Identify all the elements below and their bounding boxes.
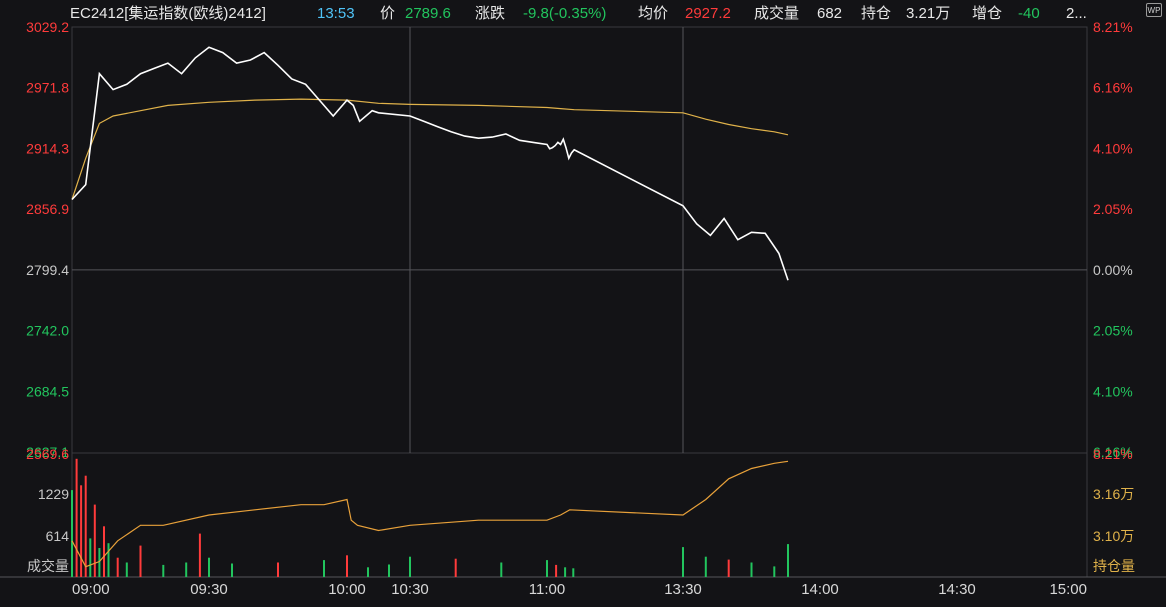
header-overflow: 2... [1066, 5, 1087, 22]
pct-tick-label: 0.00% [1093, 262, 1133, 278]
volume-bar [555, 564, 558, 577]
pct-tick-label: 4.10% [1093, 383, 1133, 399]
volume-label: 成交量 [754, 4, 799, 22]
oi-value: 3.21万 [906, 5, 950, 22]
price-line [71, 46, 789, 281]
pct-tick-label: 6.16% [1093, 444, 1133, 460]
price-value: 2789.6 [405, 5, 451, 22]
volume-bar [773, 566, 776, 577]
volume-tick-label: 成交量 [27, 558, 69, 574]
volume-bar [564, 567, 567, 577]
time-tick-label: 14:00 [801, 581, 839, 598]
volume-bar [98, 548, 101, 577]
oi-label: 持仓 [861, 5, 891, 22]
pct-tick-label: 8.21% [1093, 19, 1133, 35]
time-tick-label: 09:30 [190, 581, 228, 598]
price-tick-label: 2684.5 [26, 383, 69, 399]
volume-tick-label: 2569.6 [26, 446, 69, 462]
volume-bar [409, 556, 411, 577]
volume-bar [388, 564, 390, 577]
symbol-title: EC2412[集运指数(欧线)2412] [70, 5, 266, 22]
volume-bar [185, 562, 188, 577]
volume-bar [454, 558, 457, 577]
wp-badge-icon[interactable]: WP [1146, 3, 1162, 17]
volume-bar [93, 504, 96, 577]
volume-value: 682 [817, 5, 842, 22]
volume-bar [75, 458, 78, 577]
volume-bar [208, 557, 210, 577]
volume-bar [103, 526, 105, 577]
time-tick-label: 10:00 [328, 581, 366, 598]
volume-bar [116, 557, 119, 577]
oi-tick-label: 3.10万 [1093, 528, 1134, 544]
change-label: 涨跌 [475, 5, 505, 22]
time-tick-label: 09:00 [72, 581, 110, 598]
time-tick-label: 11:00 [529, 581, 565, 598]
pct-tick-label: 2.05% [1093, 323, 1133, 339]
volume-bar [367, 567, 369, 577]
time-tick-label: 13:30 [664, 581, 702, 598]
volume-bar [80, 485, 83, 577]
avg-value: 2927.2 [685, 5, 731, 22]
average-price-line [71, 98, 789, 200]
oi-change-value: -40 [1018, 5, 1040, 22]
chart-grid [0, 26, 1166, 578]
pct-tick-label: 2.05% [1093, 201, 1133, 217]
price-tick-label: 2914.3 [26, 140, 69, 156]
price-tick-label: 2742.0 [26, 323, 69, 339]
pct-tick-label: 6.16% [1093, 80, 1133, 96]
price-tick-label: 2971.8 [26, 80, 69, 96]
price-tick-label: 2799.4 [26, 262, 69, 278]
volume-bar [198, 533, 201, 577]
header-time: 13:53 [317, 5, 355, 22]
volume-bar [500, 562, 503, 577]
volume-tick-label: 614 [46, 528, 70, 544]
price-tick-label: 3029.2 [26, 19, 69, 35]
axis-labels: 3029.2 8.21% 2971.8 6.16% 2914.3 4.10% 2856.9 2… [26, 19, 1135, 598]
volume-bar [572, 568, 575, 577]
volume-bar [323, 560, 325, 577]
volume-bar [682, 547, 684, 577]
volume-bar [125, 562, 128, 577]
time-tick-label: 14:30 [938, 581, 976, 598]
time-tick-label: 15:00 [1049, 581, 1087, 598]
volume-bars [71, 458, 789, 577]
volume-bar [346, 555, 348, 577]
volume-bar [89, 538, 92, 577]
pct-tick-label: 4.10% [1093, 140, 1133, 156]
volume-bar [750, 562, 753, 577]
price-tick-label: 2856.9 [26, 201, 69, 217]
volume-bar [727, 559, 730, 577]
oi-tick-label: 3.16万 [1093, 486, 1134, 502]
volume-bar [84, 475, 87, 577]
volume-bar [107, 543, 110, 577]
price-tick-label: 2627.1 [26, 444, 69, 460]
volume-tick-label: 1229 [38, 486, 69, 502]
volume-bar [71, 490, 73, 577]
oi-tick-label: 8.21% [1093, 446, 1133, 462]
price-label: 价 [380, 5, 395, 22]
avg-label: 均价 [638, 5, 668, 22]
time-tick-label: 10:30 [391, 581, 429, 598]
volume-bar [231, 563, 233, 577]
oi-tick-label: 持仓量 [1093, 558, 1135, 574]
volume-bar [277, 562, 279, 577]
volume-bar [787, 544, 789, 577]
volume-bar [139, 545, 142, 577]
change-value: -9.8(-0.35%) [523, 5, 606, 22]
volume-bar [162, 564, 165, 577]
volume-bar [546, 560, 548, 577]
open-interest-line [71, 460, 789, 568]
oi-change-label: 增仓 [972, 5, 1002, 22]
header-bar: EC2412[集运指数(欧线)2412] 13:53 价 2789.6 涨跌 -… [70, 4, 1087, 22]
volume-bar [704, 556, 707, 577]
